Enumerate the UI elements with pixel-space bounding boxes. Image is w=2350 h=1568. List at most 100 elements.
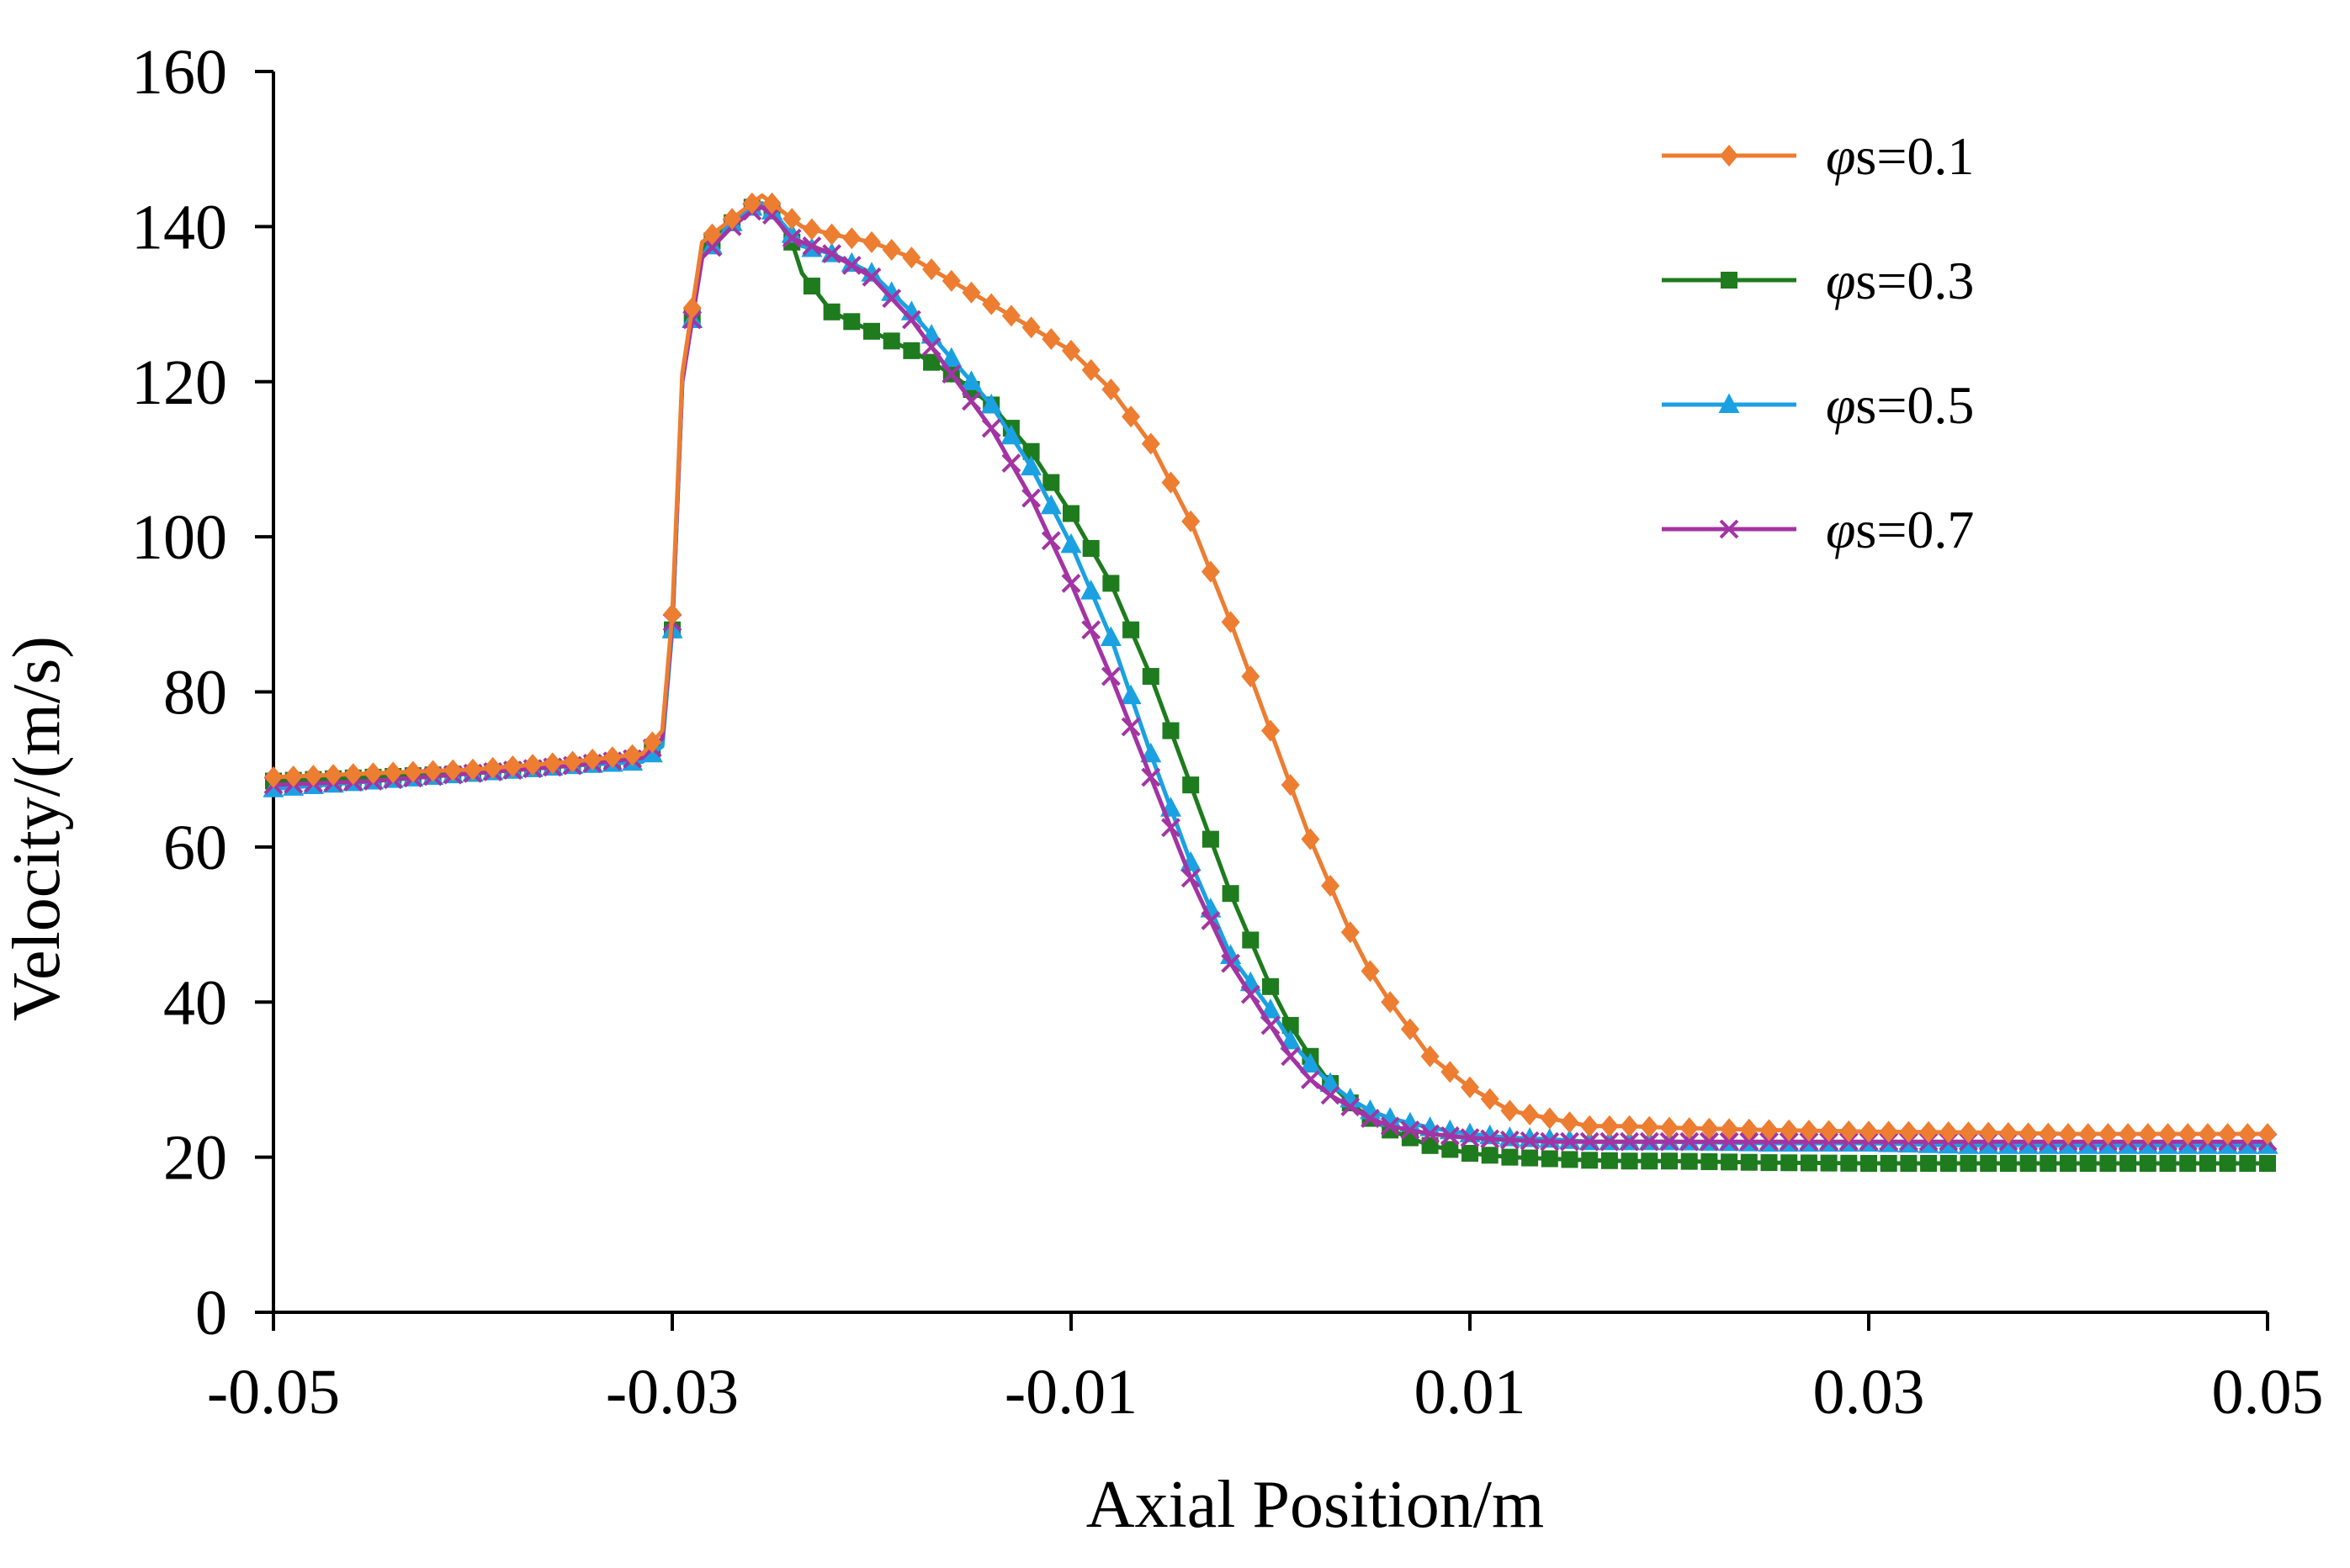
series-group bbox=[263, 192, 2278, 1172]
data-point bbox=[1780, 1119, 1799, 1142]
data-point bbox=[1080, 580, 1102, 600]
x-tick-label: 0.05 bbox=[2212, 1357, 2324, 1428]
data-point bbox=[1621, 1152, 1638, 1170]
legend-value: s=0.1 bbox=[1855, 126, 1974, 186]
data-point bbox=[1161, 471, 1180, 494]
x-marker-stroke bbox=[1041, 531, 1061, 551]
data-point bbox=[782, 228, 802, 248]
data-point bbox=[2039, 1122, 2058, 1145]
data-point bbox=[1780, 1154, 1798, 1172]
data-point bbox=[1081, 620, 1101, 640]
data-point bbox=[1262, 977, 1279, 995]
data-point bbox=[1960, 1155, 1977, 1172]
data-point bbox=[1001, 453, 1021, 473]
data-point bbox=[1721, 1153, 1738, 1171]
data-point bbox=[1240, 984, 1260, 1004]
data-point bbox=[961, 370, 982, 390]
y-tick-label: 20 bbox=[163, 1123, 227, 1194]
data-point bbox=[2219, 1155, 2236, 1172]
data-point bbox=[523, 754, 543, 776]
data-point bbox=[1499, 1130, 1520, 1150]
data-point bbox=[1063, 505, 1080, 522]
x-marker-stroke bbox=[1180, 868, 1201, 888]
x-marker-stroke bbox=[1081, 620, 1101, 640]
data-point bbox=[1520, 1131, 1540, 1151]
x-marker-stroke bbox=[962, 391, 981, 411]
y-tick-label: 80 bbox=[163, 658, 227, 728]
data-point bbox=[802, 236, 822, 256]
data-point bbox=[901, 310, 921, 330]
x-marker-stroke bbox=[1779, 1131, 1799, 1152]
x-tick-label: 0.01 bbox=[1414, 1357, 1526, 1428]
data-point bbox=[1022, 442, 1040, 460]
x-marker-stroke bbox=[981, 418, 1001, 438]
data-point bbox=[1720, 1118, 1739, 1141]
x-marker-stroke bbox=[1300, 1070, 1320, 1089]
data-point bbox=[503, 755, 523, 777]
x-marker-stroke bbox=[1679, 1131, 1700, 1152]
data-point bbox=[1380, 1116, 1400, 1136]
data-point bbox=[1000, 424, 1022, 445]
data-point bbox=[1660, 1116, 1679, 1139]
data-point bbox=[861, 262, 883, 282]
data-point bbox=[723, 208, 742, 230]
x-tick-label: -0.05 bbox=[207, 1357, 340, 1428]
data-point bbox=[643, 731, 662, 754]
data-point bbox=[1361, 960, 1380, 983]
data-point bbox=[602, 746, 622, 769]
data-point bbox=[1979, 1121, 1998, 1144]
data-point bbox=[1899, 1120, 1918, 1143]
y-tick-label: 120 bbox=[131, 347, 227, 418]
data-point bbox=[264, 765, 283, 788]
x-tick-label: -0.01 bbox=[1005, 1357, 1138, 1428]
data-point bbox=[1162, 722, 1180, 739]
x-marker-stroke bbox=[1380, 1116, 1400, 1136]
data-point bbox=[1121, 717, 1141, 737]
x-tick-label: 0.03 bbox=[1813, 1357, 1925, 1428]
data-point bbox=[1281, 774, 1300, 797]
data-point bbox=[1540, 1107, 1559, 1130]
data-point bbox=[1242, 931, 1260, 949]
data-point bbox=[1939, 1155, 1957, 1172]
x-marker-stroke bbox=[1719, 1131, 1739, 1152]
data-point bbox=[1082, 539, 1100, 557]
legend-phi-symbol: φ bbox=[1826, 500, 1855, 559]
x-marker-stroke bbox=[1201, 911, 1221, 930]
data-point bbox=[2040, 1155, 2057, 1172]
data-point bbox=[1340, 1097, 1361, 1117]
data-point bbox=[1122, 621, 1140, 638]
data-point bbox=[1100, 626, 1122, 646]
data-point bbox=[2198, 1122, 2217, 1145]
data-point bbox=[384, 761, 403, 784]
x-marker-stroke bbox=[1281, 1046, 1301, 1067]
data-point bbox=[1501, 1148, 1519, 1166]
data-point bbox=[1799, 1120, 1818, 1142]
legend-label: φs=0.5 bbox=[1826, 375, 1974, 435]
data-point bbox=[742, 192, 761, 215]
x-marker-stroke bbox=[1221, 953, 1241, 973]
x-tick-label: -0.03 bbox=[606, 1357, 739, 1428]
legend-item-0: φs=0.1 bbox=[1662, 126, 1974, 186]
data-point bbox=[1221, 611, 1240, 633]
x-marker-stroke bbox=[1400, 1120, 1420, 1140]
data-point bbox=[563, 750, 582, 773]
x-marker-stroke bbox=[1480, 1129, 1500, 1149]
data-point bbox=[1679, 1131, 1700, 1152]
x-marker-stroke bbox=[1540, 1131, 1560, 1152]
data-point bbox=[1400, 1018, 1419, 1041]
data-point bbox=[702, 237, 722, 257]
data-point bbox=[1639, 1131, 1659, 1152]
data-point bbox=[2238, 1122, 2257, 1145]
x-marker-stroke bbox=[1719, 519, 1739, 539]
x-axis-title: Axial Position/m bbox=[1086, 1468, 1545, 1542]
y-tick-label: 0 bbox=[195, 1278, 227, 1348]
data-point bbox=[1880, 1155, 1897, 1172]
data-point bbox=[1042, 328, 1061, 351]
data-point bbox=[762, 192, 782, 215]
data-point bbox=[324, 764, 343, 787]
data-point bbox=[1939, 1120, 1958, 1143]
legend-item-3: φs=0.7 bbox=[1662, 500, 1974, 559]
data-point bbox=[1839, 1120, 1859, 1142]
data-point bbox=[1081, 358, 1101, 381]
legend-item-2: φs=0.5 bbox=[1662, 375, 1974, 435]
